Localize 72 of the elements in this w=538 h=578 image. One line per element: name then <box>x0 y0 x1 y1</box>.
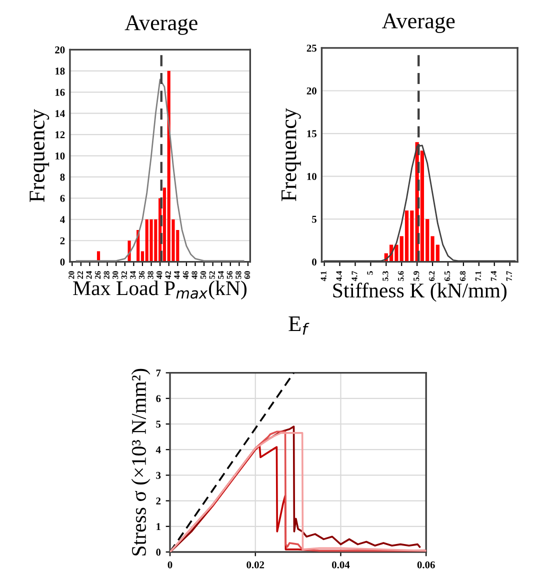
x-tick-label: 22 <box>77 271 83 279</box>
y-tick-label: 5 <box>156 420 161 428</box>
x-tick-label: 7.4 <box>490 271 496 281</box>
y-tick-label: 4 <box>156 446 161 454</box>
y-axis-title: Stress σ (×10³ N/mm²) <box>131 368 150 556</box>
y-tick-label: 14 <box>55 110 65 117</box>
x-tick-label: 5.6 <box>398 271 404 281</box>
x-tick-label: 4.1 <box>320 271 326 282</box>
y-tick-label: 5 <box>312 216 316 223</box>
y-tick-label: 25 <box>306 44 316 52</box>
y-tick-label: 10 <box>55 152 65 160</box>
x-tick-label: 5 <box>367 271 373 275</box>
x-tick-label: 42 <box>165 271 171 280</box>
x-tick-label: 30 <box>112 271 118 279</box>
y-tick-label: 1 <box>156 523 160 530</box>
x-tick-label: 38 <box>148 271 154 279</box>
ref-line-label: Average <box>382 14 455 34</box>
y-tick-label: 15 <box>307 130 316 138</box>
y-tick-label: 2 <box>156 498 161 504</box>
x-tick-label: 32 <box>121 271 127 279</box>
x-tick-label: 7.1 <box>475 271 482 281</box>
x-tick-label: 20 <box>68 271 74 279</box>
x-tick-label: 52 <box>209 271 215 279</box>
x-tick-label: 0.06 <box>417 561 435 568</box>
x-axis-title: Stiffness K (kN/mm) <box>333 282 506 302</box>
y-tick-label: 20 <box>55 46 65 54</box>
y-tick-label: 6 <box>60 194 65 202</box>
x-tick-label: 4.7 <box>352 271 358 282</box>
x-tick-label: 28 <box>104 271 110 279</box>
x-tick-label: 24 <box>86 271 92 279</box>
x-tick-label: 40 <box>156 271 162 280</box>
x-tick-label: 6.5 <box>444 271 450 281</box>
y-axis-title: Frequency <box>282 108 301 202</box>
chart-title: E$_{f}$ <box>288 316 310 335</box>
ref-line-label: Average <box>124 15 198 35</box>
x-tick-label: 58 <box>236 271 242 279</box>
y-tick-label: 8 <box>60 174 65 181</box>
x-tick-label: 36 <box>138 271 145 279</box>
y-tick-label: 0 <box>156 548 161 556</box>
x-tick-label: 0.02 <box>246 561 264 568</box>
x-tick-label: 46 <box>182 271 189 280</box>
x-tick-label: 6.8 <box>460 271 466 281</box>
x-tick-label: 44 <box>174 271 180 280</box>
line-series <box>76 78 244 262</box>
y-tick-label: 20 <box>306 87 316 94</box>
y-tick-label: 7 <box>156 370 161 376</box>
x-tick-label: 5.9 <box>414 271 420 281</box>
y-tick-label: 18 <box>55 68 65 75</box>
y-tick-label: 4 <box>60 216 65 224</box>
x-axis-title: Max Load P$_{max}$(kN) <box>73 280 247 300</box>
x-tick-label: 0 <box>168 561 172 568</box>
x-tick-label: 56 <box>226 271 232 279</box>
x-tick-label: 60 <box>244 271 250 279</box>
y-tick-label: 10 <box>307 172 316 180</box>
y-tick-label: 6 <box>156 395 161 402</box>
x-tick-label: 0.04 <box>332 561 350 568</box>
y-tick-label: 3 <box>156 472 161 479</box>
x-tick-label: 5.3 <box>382 271 388 281</box>
x-tick-label: 48 <box>192 271 198 280</box>
y-tick-label: 2 <box>60 237 65 244</box>
x-tick-label: 26 <box>95 271 101 279</box>
y-tick-label: 0 <box>312 258 316 266</box>
y-axis-title: Frequency <box>30 108 50 202</box>
x-tick-label: 54 <box>218 271 224 279</box>
x-tick-label: 6.2 <box>429 271 435 281</box>
x-tick-label: 34 <box>130 271 136 279</box>
y-tick-label: 16 <box>55 88 65 96</box>
y-tick-label: 0 <box>60 258 65 266</box>
x-tick-label: 4.4 <box>336 271 342 282</box>
x-tick-label: 7.7 <box>506 271 512 281</box>
x-tick-label: 50 <box>200 271 206 279</box>
y-tick-label: 12 <box>55 131 65 138</box>
